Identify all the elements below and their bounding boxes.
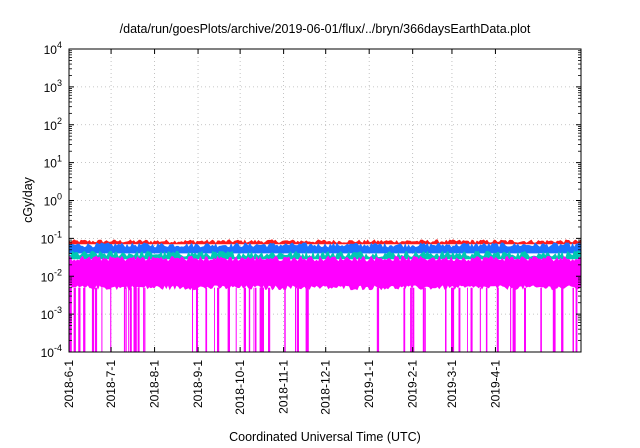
- dropout-spike: [479, 287, 481, 352]
- dropout-spike: [217, 287, 220, 352]
- dropout-spike: [130, 287, 132, 352]
- dropout-spike: [110, 287, 112, 352]
- dropout-spike: [227, 287, 230, 352]
- dropout-spike: [575, 287, 578, 352]
- dropout-spike: [306, 287, 309, 352]
- dropout-spike: [144, 287, 146, 352]
- dropout-spike: [540, 287, 542, 352]
- series-red-band: [69, 239, 581, 245]
- y-tick-label: 10-1: [41, 229, 62, 246]
- dropout-spike: [83, 287, 86, 352]
- dropout-spike: [470, 287, 473, 352]
- x-axis: 2018-6-1 2018-7-1 2018-8-1 2018-9-1 2018-10-…: [62, 49, 502, 415]
- dropout-spike: [101, 287, 103, 352]
- y-tick-label: 102: [44, 116, 62, 133]
- x-tick-label: 2019-1-1: [362, 360, 376, 408]
- x-tick-label: 2018-7-1: [104, 360, 118, 408]
- dropout-spike: [510, 287, 512, 352]
- y-tick-label: 104: [44, 40, 62, 57]
- dropout-spike: [123, 287, 126, 352]
- dropout-spike: [485, 287, 488, 352]
- chart-title: /data/run/goesPlots/archive/2019-06-01/f…: [120, 22, 531, 36]
- dropout-spike: [403, 287, 406, 352]
- dropout-spike: [376, 287, 380, 352]
- x-tick-label: 2018-6-1: [62, 360, 76, 408]
- dropout-spike: [297, 287, 299, 352]
- dropout-spike: [94, 287, 98, 352]
- dropout-spike: [143, 287, 145, 352]
- dropout-spike: [284, 287, 286, 352]
- dropout-spike: [255, 287, 257, 352]
- series-magenta-band: [69, 255, 581, 291]
- x-tick-label: 2018-8-1: [148, 360, 162, 408]
- dropout-spike: [248, 287, 251, 352]
- x-tick-label: 2019-4-1: [488, 360, 502, 408]
- dropout-spike: [445, 287, 447, 352]
- y-tick-label: 101: [44, 154, 62, 171]
- x-tick-label: 2018-10-1: [233, 360, 247, 415]
- dropout-spike: [524, 287, 526, 352]
- dropout-spike: [561, 287, 564, 352]
- dropout-spike: [125, 287, 127, 352]
- dropout-spike: [235, 287, 237, 352]
- dropout-spike: [410, 287, 412, 352]
- dropout-spike: [424, 287, 426, 352]
- dropout-block: [259, 287, 264, 352]
- x-tick-label: 2019-3-1: [445, 360, 459, 408]
- dropout-spike: [572, 287, 574, 352]
- dropout-spike: [554, 287, 556, 352]
- dropout-spike: [467, 287, 468, 352]
- series-blue-band: [69, 242, 581, 254]
- dropout-spike: [253, 287, 255, 352]
- dropout-spike: [268, 287, 271, 352]
- dropout-spike: [422, 287, 425, 352]
- dropout-spike: [552, 287, 555, 352]
- y-tick-label: 100: [44, 192, 62, 209]
- dropout-spike: [453, 287, 455, 352]
- dropout-spike: [458, 287, 461, 352]
- dropout-spike: [514, 287, 516, 352]
- x-tick-label: 2018-12-1: [319, 360, 333, 415]
- series-cyan-band: [69, 250, 581, 260]
- x-tick-label: 2018-11-1: [277, 360, 291, 414]
- grid: [69, 49, 581, 352]
- plot-area: [69, 239, 581, 352]
- y-tick-label: 10-4: [41, 343, 62, 360]
- dropout-spike: [91, 287, 93, 352]
- dropout-spike: [128, 287, 130, 352]
- y-axis: 10-4 10-3 10-2 10-1 100 101 102 103 104: [41, 40, 581, 360]
- y-tick-label: 10-3: [41, 305, 62, 322]
- x-tick-label: 2018-9-1: [191, 360, 205, 408]
- dropout-spike: [451, 287, 454, 352]
- dropout-spike: [214, 287, 215, 352]
- dropout-spike: [205, 287, 208, 352]
- dropout-spike: [412, 287, 415, 352]
- dropout-spike: [134, 287, 137, 352]
- dropout-spike: [137, 287, 140, 352]
- dropout-spike: [411, 287, 413, 352]
- dropout-spike: [73, 287, 76, 352]
- y-tick-label: 10-2: [41, 267, 62, 284]
- dropout-spike: [496, 287, 499, 352]
- dropout-spike: [295, 287, 297, 352]
- dropout-spike: [92, 287, 95, 352]
- dropout-spike: [192, 287, 193, 352]
- y-axis-label: cGy/day: [21, 176, 35, 223]
- x-tick-label: 2019-2-1: [406, 360, 420, 408]
- dropout-spike: [78, 287, 81, 352]
- x-axis-label: Coordinated Universal Time (UTC): [229, 430, 421, 444]
- dropout-spike: [134, 287, 136, 352]
- dropout-spike: [196, 287, 198, 352]
- dropout-spike: [512, 287, 515, 352]
- dropout-spike: [243, 287, 246, 352]
- y-tick-label: 103: [44, 78, 62, 95]
